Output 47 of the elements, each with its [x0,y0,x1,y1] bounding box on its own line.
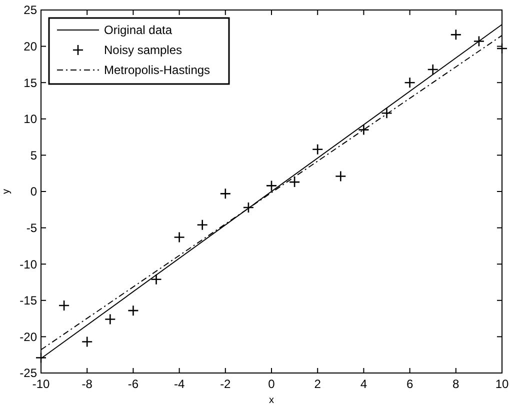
legend-label: Noisy samples [104,43,182,58]
y-tick-label: 25 [24,3,38,18]
y-tick-label: 20 [24,40,38,54]
point [174,232,185,243]
legend-label: Original data [104,23,172,38]
point [335,170,346,182]
point [81,336,93,348]
point [288,176,300,188]
x-tick-label: -2 [220,377,232,391]
y-tick-label: -20 [20,330,38,344]
y-tick-label: -25 [20,366,38,380]
point [104,314,116,325]
point [312,144,324,156]
point [404,76,416,88]
x-tick-label: -4 [174,377,185,391]
y-tick-label: 5 [30,148,38,162]
y-tick-label: 15 [24,76,38,90]
x-tick-label: -6 [128,377,139,391]
legend-label: Metropolis-Hastings [104,63,210,78]
point [266,180,278,192]
x-tick-label: 0 [268,377,276,391]
x-tick-label: 4 [360,377,368,391]
y-tick-label: 0 [30,184,38,199]
point [473,36,485,47]
y-tick-label: 10 [24,112,38,126]
y-tick-label: -10 [20,257,38,272]
x-tick-label: 6 [406,377,414,391]
point [242,202,254,214]
x-tick-label: 2 [314,377,322,391]
x-axis-title: x [269,395,274,405]
point [381,107,392,119]
y-tick-label: -15 [20,294,38,308]
point [58,300,70,312]
point [196,219,208,231]
point [220,188,232,200]
point [35,352,47,364]
point [150,274,162,285]
y-axis-title: y [1,189,12,194]
x-tick-label: 10 [495,377,509,391]
point [450,29,462,40]
point [128,304,139,316]
y-tick-label: -5 [26,221,38,235]
point [427,64,438,76]
x-tick-label: 8 [452,377,460,391]
x-tick-label: -8 [82,377,93,391]
point [496,42,508,54]
point [358,124,370,136]
